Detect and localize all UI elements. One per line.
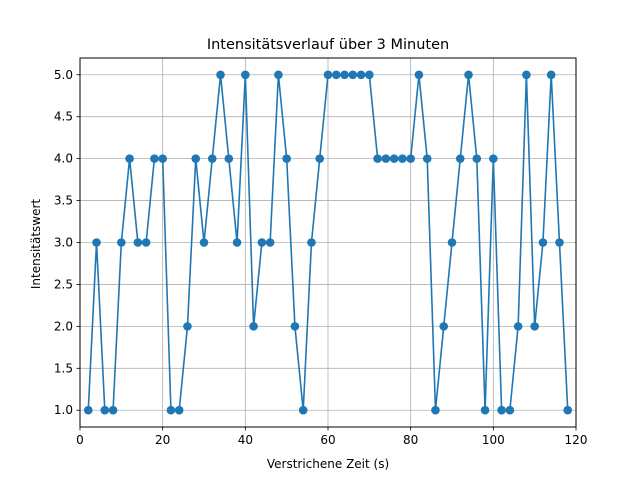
data-point [274, 70, 283, 80]
data-point [530, 322, 539, 331]
data-point [522, 70, 531, 80]
data-point [83, 405, 93, 415]
data-point [125, 154, 134, 163]
data-point [414, 70, 424, 80]
data-point [108, 405, 118, 415]
data-point [141, 238, 151, 247]
data-point [480, 405, 490, 415]
data-point [191, 154, 201, 163]
data-point [555, 238, 564, 247]
y-axis-label: Intensitätswert [29, 199, 43, 290]
data-point [232, 238, 242, 247]
data-point [389, 154, 399, 163]
data-point [340, 70, 349, 80]
data-point [174, 405, 184, 415]
data-point [257, 238, 267, 247]
data-point [331, 70, 341, 80]
data-point [249, 322, 258, 331]
data-point [290, 322, 300, 331]
series-layer [83, 70, 573, 415]
data-point [356, 70, 366, 80]
y-tick-label: 4.0 [54, 152, 73, 166]
data-point [315, 154, 325, 163]
data-point [497, 405, 506, 415]
axis-ticks: 0 20 40 60 80 100 120 1.0 1.5 2.0 2.5 3.0 3.5 4.0 4.5 5… [54, 68, 588, 447]
data-point [447, 238, 457, 247]
data-point [158, 154, 167, 163]
data-point [100, 405, 110, 415]
data-point [538, 238, 548, 247]
data-point [183, 322, 192, 331]
x-tick-label: 20 [155, 433, 170, 447]
x-tick-label: 60 [320, 433, 335, 447]
y-tick-label: 3.0 [54, 236, 73, 250]
data-point [406, 154, 415, 163]
x-tick-label: 0 [76, 433, 84, 447]
chart-title: Intensitätsverlauf über 3 Minuten [207, 37, 449, 53]
data-point [381, 154, 391, 163]
data-point [431, 405, 440, 415]
x-axis-label: Verstrichene Zeit (s) [267, 457, 389, 471]
x-tick-label: 120 [565, 433, 588, 447]
y-tick-label: 5.0 [54, 68, 73, 82]
data-point [224, 154, 234, 163]
data-point [307, 238, 316, 247]
data-point [365, 70, 374, 80]
data-point [472, 154, 482, 163]
data-point [373, 154, 382, 163]
data-point [348, 70, 358, 80]
data-point [505, 405, 515, 415]
data-point [439, 322, 449, 331]
grid-lines [79, 58, 577, 427]
x-tick-label: 80 [403, 433, 418, 447]
y-tick-label: 3.5 [54, 194, 73, 208]
data-point [166, 405, 176, 415]
y-tick-label: 1.5 [54, 361, 73, 375]
data-point [513, 322, 523, 331]
data-point [422, 154, 432, 163]
y-tick-label: 1.0 [54, 403, 73, 417]
y-tick-label: 2.0 [54, 319, 73, 333]
data-point [489, 154, 498, 163]
data-point [199, 238, 209, 247]
data-point [455, 154, 465, 163]
y-tick-label: 4.5 [54, 110, 73, 124]
data-point [92, 238, 101, 247]
data-point [563, 405, 573, 415]
data-point [265, 238, 275, 247]
y-tick-label: 2.5 [54, 277, 73, 291]
data-point [150, 154, 159, 163]
data-point [117, 238, 126, 247]
data-point [464, 70, 473, 80]
data-point [241, 70, 250, 80]
data-point [323, 70, 333, 80]
data-point [216, 70, 225, 80]
data-point [282, 154, 291, 163]
data-point [298, 405, 308, 415]
data-point [546, 70, 556, 80]
data-point [398, 154, 407, 163]
data-point [207, 154, 217, 163]
x-tick-label: 40 [238, 433, 253, 447]
x-tick-label: 100 [482, 433, 505, 447]
data-point [133, 238, 143, 247]
